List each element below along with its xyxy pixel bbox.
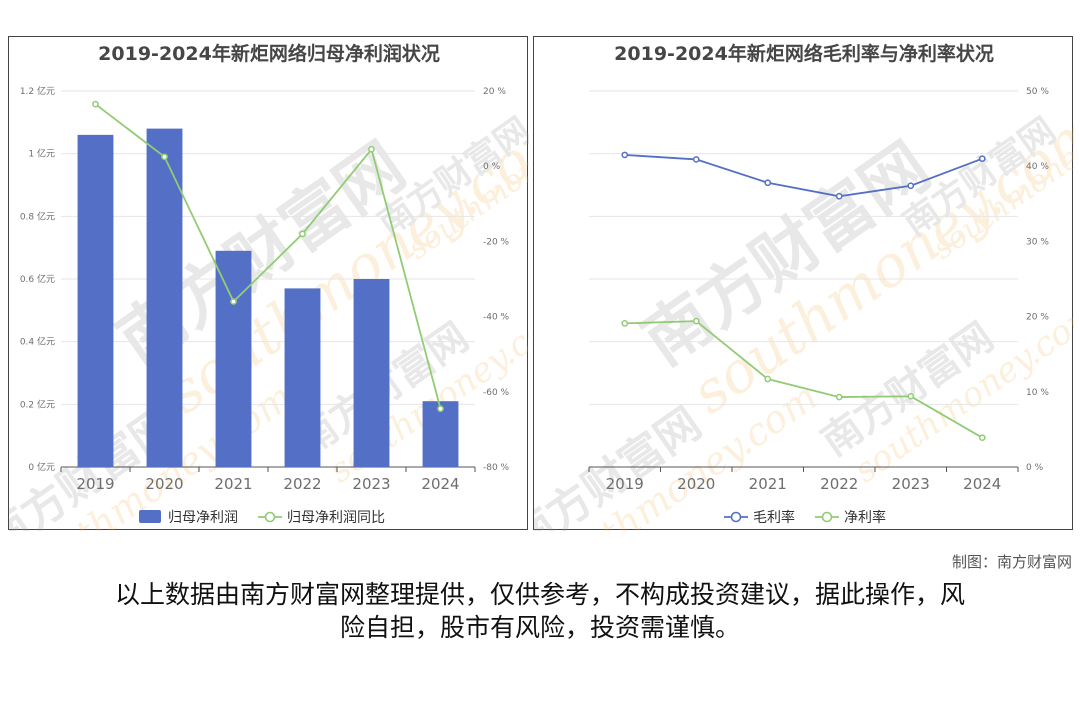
y-right-tick-label: 30 % [1026,237,1049,247]
x-tick-label: 2020 [145,475,183,493]
legend-label-1: 归母净利润同比 [287,509,385,526]
legend-marker-0 [730,511,742,523]
x-tick-label: 2022 [820,475,858,493]
series-point-1-2021 [230,298,237,305]
series-point-1-2020 [161,153,168,161]
y-right-tick-label: 50 % [1026,87,1049,97]
bar-2021 [215,250,252,467]
series-point-1-2019 [621,320,629,327]
y-left-tick-label: 1.2 亿元 [20,85,55,97]
series-point-1-2019 [92,100,99,108]
chart-panel-net-profit: 南方财富网southmoney.com南方财富网southmoney.com南方… [8,36,529,531]
series-point-1-2023 [907,392,915,400]
x-tick-label: 2023 [892,475,930,493]
series-point-0-2020 [692,156,700,163]
series-point-0-2024 [978,155,986,163]
series-point-1-2024 [437,405,444,413]
watermark-layer: 南方财富网southmoney.com南方财富网southmoney.com南方… [534,91,1074,531]
x-tick-label: 2024 [421,475,459,493]
series-point-0-2021 [764,179,772,187]
series-line-1 [94,103,442,409]
bar-2024 [422,401,459,467]
margin-chart-svg: 南方财富网southmoney.com南方财富网southmoney.com南方… [534,42,1074,531]
x-tick-label: 2023 [352,475,390,493]
bar-2019 [77,134,114,467]
chart-title: 2019-2024年新炬网络归母净利润状况 [98,42,440,65]
bar-2020 [146,128,183,467]
x-tick-label: 2021 [214,475,252,493]
y-left-tick-label: 0.6 亿元 [20,273,55,285]
chart-title: 2019-2024年新炬网络毛利率与净利率状况 [614,42,994,65]
series-point-1-2021 [764,375,772,383]
y-left-tick-label: 1 亿元 [28,148,55,160]
legend-label-1: 净利率 [844,509,886,526]
x-tick-label: 2020 [677,475,715,493]
x-tick-label: 2021 [749,475,787,493]
x-tick-label: 2022 [283,475,321,493]
series-point-1-2024 [978,434,986,442]
y-right-tick-label: 20 % [483,87,506,97]
bar-2022 [284,288,321,467]
series-point-1-2022 [835,393,843,401]
y-right-tick-label: 0 % [483,162,501,172]
legend-label-0: 归母净利润 [168,509,238,526]
y-right-tick-label: 10 % [1026,388,1049,398]
series-point-0-2022 [835,192,843,200]
disclaimer-line-2: 险自担，股市有风险，投资需谨慎。 [339,613,740,642]
y-right-tick-label: 20 % [1026,313,1049,323]
series-point-0-2023 [907,182,915,190]
y-right-tick-label: -80 % [483,463,510,473]
series-point-1-2020 [692,317,700,325]
series-line-0 [624,154,983,198]
x-tick-label: 2019 [76,475,114,493]
legend-marker-1 [264,511,276,523]
x-tick-label: 2019 [606,475,644,493]
legend-label-0: 毛利率 [753,509,795,526]
y-right-tick-label: -20 % [483,237,510,247]
chart-credit: 制图：南方财富网 [951,553,1072,571]
y-right-tick-label: -40 % [483,313,510,323]
series-line-1 [624,320,983,439]
series-point-1-2022 [299,230,306,238]
disclaimer: 以上数据由南方财富网整理提供，仅供参考，不构成投资建议，据此操作，风 险自担，股… [60,578,1020,644]
chart-panel-margins: 南方财富网 southmoney.com 南方财富网 southmoney.com 南方… [533,36,1074,531]
legend-marker-1 [821,511,833,523]
net-profit-chart-svg: 南方财富网southmoney.com南方财富网southmoney.com南方… [9,42,529,531]
y-left-tick-label: 0 亿元 [28,461,55,473]
y-right-tick-label: 0 % [1026,463,1044,473]
series-point-1-2023 [368,145,375,153]
legend-swatch-0 [139,510,161,523]
y-left-tick-label: 0.4 亿元 [20,336,55,348]
y-left-tick-label: 0.2 亿元 [20,398,55,410]
series-point-0-2019 [621,151,629,159]
y-left-tick-label: 0.8 亿元 [20,210,55,222]
x-tick-label: 2024 [963,475,1001,493]
bar-2023 [353,279,390,467]
disclaimer-line-1: 以上数据由南方财富网整理提供，仅供参考，不构成投资建议，据此操作，风 [114,580,965,609]
y-right-tick-label: 40 % [1026,162,1049,172]
y-right-tick-label: -60 % [483,388,510,398]
